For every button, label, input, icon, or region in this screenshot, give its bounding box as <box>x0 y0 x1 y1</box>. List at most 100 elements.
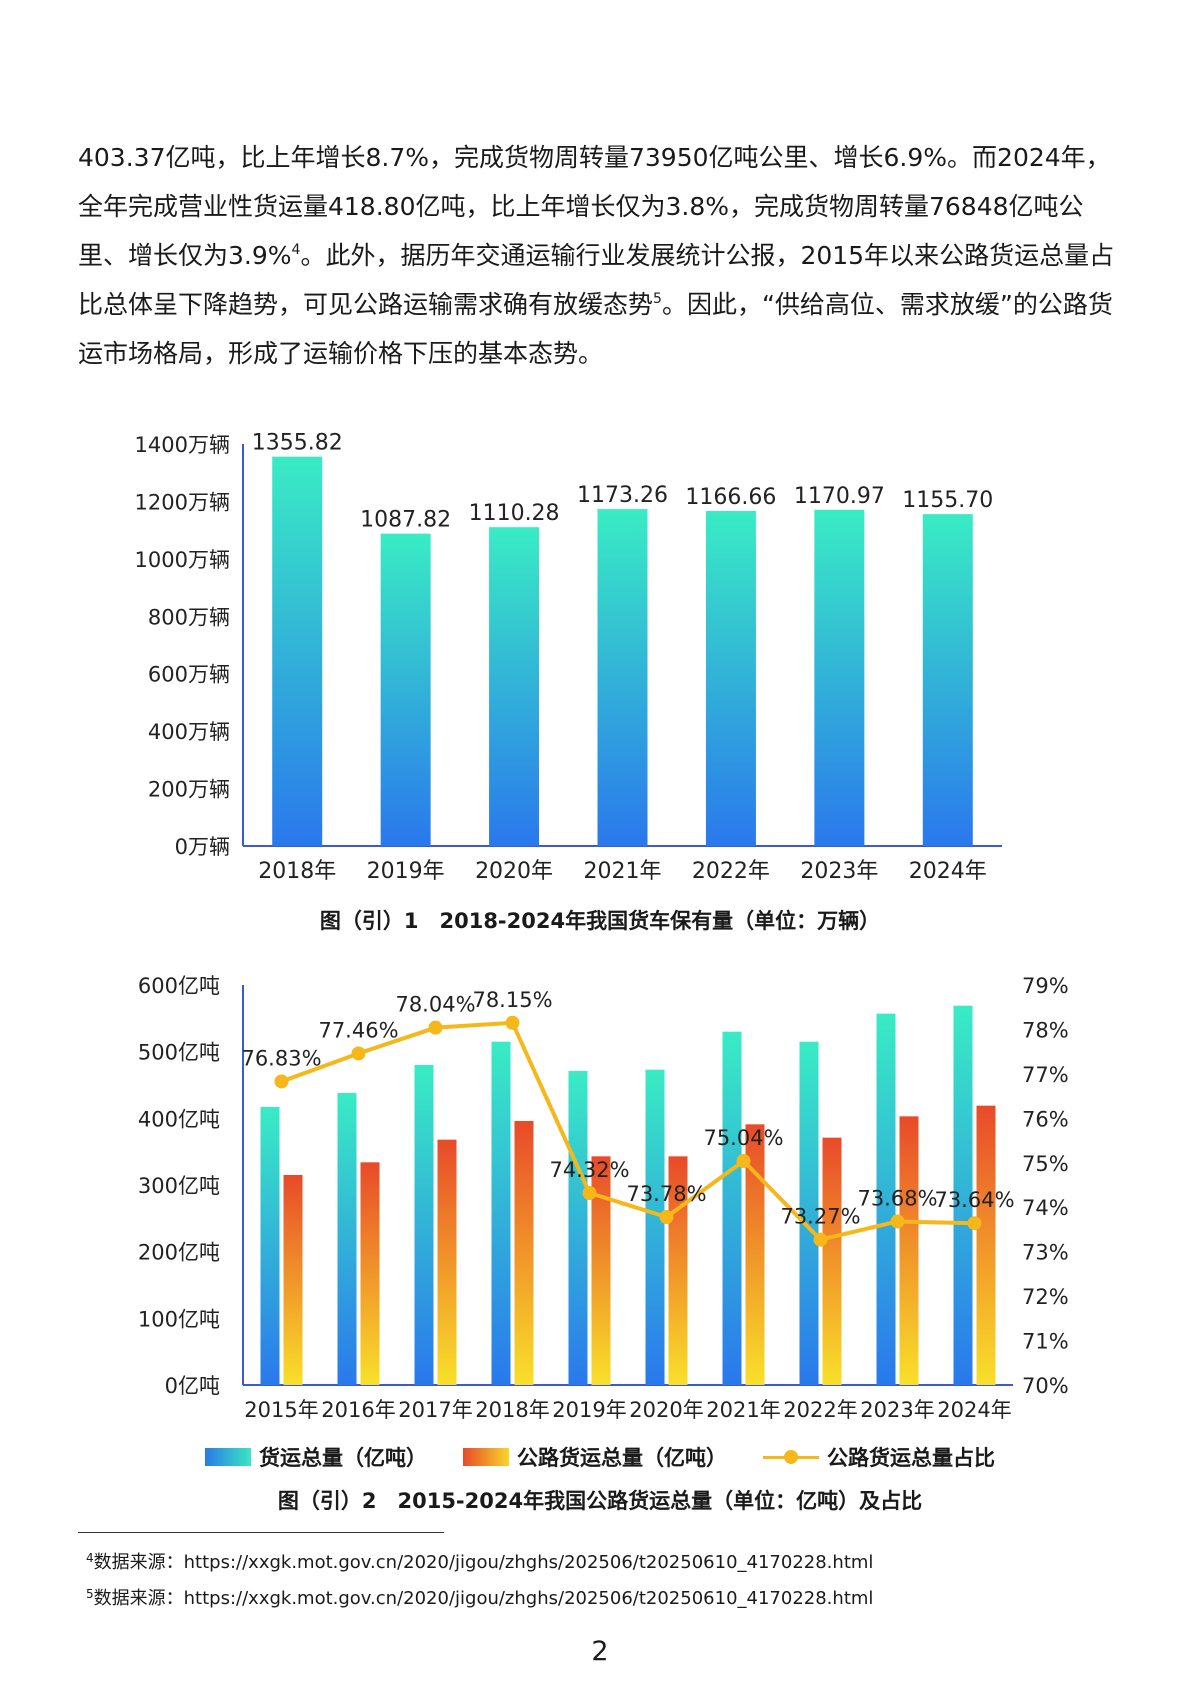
chart2-bar-road-freight[interactable] <box>899 1116 919 1385</box>
chart1-bar[interactable] <box>597 509 648 846</box>
chart1-bar[interactable] <box>380 533 431 846</box>
chart2-bar-road-freight[interactable] <box>437 1139 457 1385</box>
legend-item-road-freight[interactable]: 公路货运总量（亿吨） <box>463 1442 727 1472</box>
footnote-5-number: 5 <box>86 1587 94 1601</box>
chart1-ytick-label: 400万辆 <box>148 720 230 744</box>
chart2-share-point[interactable] <box>351 1046 366 1061</box>
chart2-share-label: 78.04% <box>395 993 475 1017</box>
chart2-share-point[interactable] <box>505 1015 520 1030</box>
chart2-share-point[interactable] <box>582 1186 597 1200</box>
chart1-bar[interactable] <box>705 511 756 846</box>
chart2-y2tick-label: 79% <box>1022 974 1069 998</box>
chart2-share-label: 74.32% <box>549 1158 629 1182</box>
chart1-xtick-label: 2024年 <box>909 859 987 884</box>
chart2-share-point[interactable] <box>813 1232 828 1247</box>
chart2-ytick-label: 100亿吨 <box>138 1307 220 1331</box>
chart2-y2tick-label: 76% <box>1022 1107 1069 1131</box>
footnote-ref-4[interactable]: 4 <box>291 242 301 258</box>
chart2-share-label: 76.83% <box>241 1046 321 1070</box>
chart1-xtick-label: 2023年 <box>800 859 878 884</box>
chart1-xtick-label: 2020年 <box>475 859 553 884</box>
chart2-bar-total-freight[interactable] <box>568 1071 588 1385</box>
legend-item-road-share[interactable]: 公路货运总量占比 <box>763 1442 995 1472</box>
chart2-xtick-label: 2024年 <box>937 1398 1011 1422</box>
footnote-5-text: 数据来源：https://xxgk.mot.gov.cn/2020/jigou/… <box>93 1588 874 1609</box>
footnote-5: 5数据来源：https://xxgk.mot.gov.cn/2020/jigou… <box>86 1584 873 1610</box>
chart1-ytick-label: 1000万辆 <box>135 548 230 572</box>
chart2-y2tick-label: 71% <box>1022 1330 1069 1354</box>
chart2-share-point[interactable] <box>890 1214 905 1229</box>
chart1-ytick-label: 200万辆 <box>148 778 230 802</box>
chart2-share-line <box>280 1020 975 1242</box>
chart2-bar-road-freight[interactable] <box>591 1156 611 1385</box>
chart1-xtick-label: 2019年 <box>367 859 445 884</box>
chart2-bar-total-freight[interactable] <box>722 1031 742 1385</box>
footnote-ref-5[interactable]: 5 <box>653 291 662 307</box>
chart2-bar-total-freight[interactable] <box>337 1093 357 1385</box>
chart2-share-point[interactable] <box>659 1210 674 1224</box>
chart2-y2tick-label: 74% <box>1022 1196 1069 1220</box>
chart2-share-point[interactable] <box>274 1074 289 1089</box>
chart2-share-label: 75.04% <box>703 1126 783 1150</box>
chart2-y2tick-label: 78% <box>1022 1018 1069 1042</box>
chart1-bar[interactable] <box>814 509 865 846</box>
chart2-bar-total-freight[interactable] <box>260 1107 280 1385</box>
chart1-ytick-label: 0万辆 <box>175 835 230 859</box>
truck-ownership-chart: 0万辆 200万辆 400万辆 600万辆 800万辆 1000万辆 1200万辆 1400万… <box>135 431 1002 884</box>
chart2-y2tick-label: 70% <box>1022 1374 1069 1398</box>
body-paragraph: 403.37亿吨，比上年增长8.7%，完成货物周转量73950亿吨公里、增长6.… <box>78 133 1128 378</box>
chart2-ytick-label: 500亿吨 <box>138 1041 220 1065</box>
chart2-y2tick-label: 72% <box>1022 1285 1069 1309</box>
chart1-data-label: 1166.66 <box>685 485 776 510</box>
chart1-ytick-label: 600万辆 <box>148 663 230 687</box>
chart1-ytick-label: 1400万辆 <box>135 433 230 457</box>
footnote-4-number: 4 <box>86 1551 94 1565</box>
paragraph-text-c: 。因此，“供给高位、需求放缓”的公路货运市场格局，形成了运输价格下压的基本态势。 <box>78 290 1113 368</box>
chart2-share-label: 78.15% <box>472 988 552 1012</box>
chart2-bar-total-freight[interactable] <box>799 1041 819 1385</box>
chart2-y2tick-label: 75% <box>1022 1152 1069 1176</box>
chart2-bar-road-freight[interactable] <box>360 1162 380 1385</box>
chart2-bar-total-freight[interactable] <box>645 1069 665 1385</box>
chart2-bar-road-freight[interactable] <box>514 1121 534 1385</box>
paragraph-text-b: 。此外，据历年交通运输行业发展统计公报，2015年以来公路货运总量占比总体呈下降… <box>78 241 1115 319</box>
chart2-bar-total-freight[interactable] <box>414 1065 434 1385</box>
chart2-bar-total-freight[interactable] <box>953 1005 973 1385</box>
chart2-xtick-label: 2022年 <box>783 1398 857 1422</box>
chart1-bar[interactable] <box>489 527 540 846</box>
chart2-bar-road-freight[interactable] <box>283 1175 303 1385</box>
chart2-xtick-label: 2017年 <box>398 1398 472 1422</box>
chart1-data-label: 1170.97 <box>794 484 885 509</box>
chart2-bar-total-freight[interactable] <box>491 1041 511 1385</box>
chart2-share-label: 73.27% <box>780 1205 860 1229</box>
freight-volume-chart: 0亿吨 100亿吨 200亿吨 300亿吨 400亿吨 500亿吨 600亿吨 70% 71% 7… <box>138 974 1069 1422</box>
chart1-ytick-label: 800万辆 <box>148 605 230 629</box>
chart2-share-label: 73.64% <box>934 1188 1014 1212</box>
chart1-data-label: 1155.70 <box>902 488 993 513</box>
chart2-share-point[interactable] <box>967 1216 982 1231</box>
chart2-share-point[interactable] <box>428 1020 443 1035</box>
legend-label-total-freight: 货运总量（亿吨） <box>259 1446 427 1470</box>
chart1-caption: 图（引）1 2018-2024年我国货车保有量（单位：万辆） <box>319 909 881 933</box>
chart2-bar-road-freight[interactable] <box>976 1105 996 1385</box>
chart2-bar-road-freight[interactable] <box>822 1137 842 1385</box>
chart2-xtick-label: 2018年 <box>475 1398 549 1422</box>
chart2-share-point[interactable] <box>736 1154 751 1168</box>
chart2-share-label: 73.78% <box>626 1182 706 1206</box>
chart2-bar-road-freight[interactable] <box>745 1124 765 1385</box>
chart2-bar-total-freight[interactable] <box>876 1013 896 1385</box>
chart1-xtick-label: 2022年 <box>692 859 770 884</box>
chart1-bar[interactable] <box>922 514 973 846</box>
footnote-4: 4数据来源：https://xxgk.mot.gov.cn/2020/jigou… <box>86 1548 873 1574</box>
chart1-data-label: 1110.28 <box>469 501 560 526</box>
chart2-ytick-label: 0亿吨 <box>165 1374 220 1398</box>
chart2-xtick-label: 2019年 <box>552 1398 626 1422</box>
chart1-xtick-label: 2018年 <box>258 859 336 884</box>
chart2-y2tick-label: 73% <box>1022 1241 1069 1265</box>
chart2-xtick-label: 2015年 <box>244 1398 318 1422</box>
chart2-xtick-label: 2021年 <box>706 1398 780 1422</box>
chart2-ytick-label: 300亿吨 <box>138 1174 220 1198</box>
chart1-bar[interactable] <box>272 456 323 846</box>
chart2-xtick-label: 2023年 <box>860 1398 934 1422</box>
legend-item-total-freight[interactable]: 货运总量（亿吨） <box>205 1442 427 1472</box>
